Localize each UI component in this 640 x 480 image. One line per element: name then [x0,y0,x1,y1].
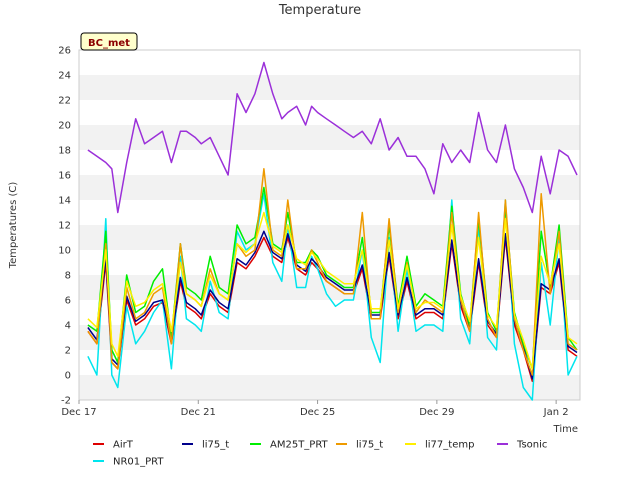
series-line-1 [87,193,578,401]
grid-band [79,75,580,100]
y-tick-label: 10 [58,246,71,257]
x-axis-title: Time [553,424,578,435]
legend: AirT li75_t AM25T_PRT li75_t li77_temp Tsonic… [93,440,547,468]
legend-label: NR01_PRT [113,457,164,468]
y-tick-label: 4 [65,321,71,332]
y-tick-label: 16 [58,171,71,182]
series-line-6 [87,61,578,214]
y-tick-label: 14 [58,196,71,207]
y-tick-label: 6 [65,296,71,307]
legend-label: Tsonic [516,440,547,451]
y-tick-label: 0 [65,371,71,382]
station-badge-label: BC_met [88,38,130,49]
legend-label: AirT [113,440,134,451]
legend-label: li75_t [202,440,229,451]
series-lines [87,61,578,401]
grid-band [79,325,580,350]
grid-band [79,125,580,150]
plot-frame [78,49,581,401]
x-tick-label: Jan 2 [543,407,569,418]
legend-label: li75_t [356,440,383,451]
y-tick-label: 26 [58,46,71,57]
x-tick-label: Dec 17 [61,407,96,418]
grid-band [79,375,580,400]
y-tick-label: 20 [58,121,71,132]
chart-title: Temperature [278,3,361,18]
y-tick-label: 24 [58,71,71,82]
series-line-4 [87,168,578,376]
x-tick-label: Dec 29 [419,407,454,418]
legend-label: li77_temp [425,440,474,451]
y-tick-label: -2 [61,396,71,407]
series-line-5 [87,211,578,370]
y-axis-title: Temperatures (C) [8,182,19,270]
x-axis-ticks: Dec 17 Dec 21 Dec 25 Dec 29 Jan 2 [61,400,569,418]
grid-band [79,225,580,250]
y-tick-label: 8 [65,271,71,282]
x-tick-label: Dec 21 [181,407,216,418]
x-tick-label: Dec 25 [300,407,335,418]
y-tick-label: 18 [58,146,71,157]
y-tick-label: 2 [65,346,71,357]
y-tick-label: 22 [58,96,71,107]
station-badge: BC_met [80,32,138,51]
grid-band [79,175,580,200]
y-tick-label: 12 [58,221,71,232]
grid-bands [79,50,580,400]
legend-label: AM25T_PRT [270,440,329,451]
